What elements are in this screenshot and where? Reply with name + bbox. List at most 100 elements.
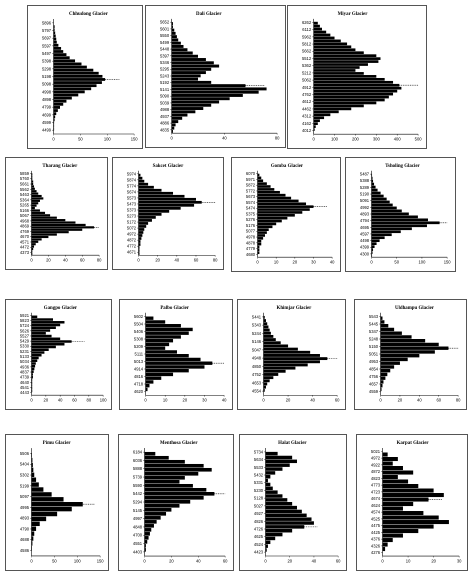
x-tick-label: 40 — [58, 398, 63, 403]
histogram-bar — [265, 459, 297, 464]
y-tick-label: 5397 — [160, 53, 170, 58]
y-tick-label: 4699 — [42, 112, 52, 117]
x-tick-label: 40 — [175, 258, 180, 263]
y-tick-label: 5330 — [20, 344, 30, 349]
histogram-bar — [263, 376, 274, 380]
y-tick-label: 4671 — [127, 250, 137, 255]
y-tick-label: 4723 — [371, 489, 381, 494]
histogram-bar — [371, 221, 440, 225]
histogram-bar — [145, 387, 148, 392]
histogram-bar — [313, 33, 331, 37]
histogram-svg: Khimjar Glacier 5441 5343 5244 5146 5047 4948 4… — [252, 306, 340, 403]
histogram-bar — [313, 89, 398, 93]
y-tick-label: 5697 — [42, 36, 52, 41]
histogram-bar — [382, 529, 419, 534]
histogram-bar — [31, 190, 37, 193]
histogram-bar — [31, 318, 54, 321]
histogram-bar — [31, 315, 38, 319]
y-tick-label: 5276 — [246, 217, 256, 222]
histogram-bar — [380, 384, 383, 388]
histogram-bar — [31, 175, 33, 178]
histogram-bar — [31, 238, 42, 241]
histogram-bar — [382, 475, 398, 480]
y-tick-label: 5051 — [369, 351, 379, 356]
y-tick-label: 5150 — [369, 344, 379, 349]
y-tick-label: 4772 — [127, 244, 137, 249]
y-tick-label: 5512 — [302, 56, 312, 61]
y-tick-label: 5265 — [20, 203, 30, 208]
histogram-bar — [313, 75, 377, 78]
histogram-bar — [380, 320, 385, 324]
histogram-bar — [313, 110, 339, 114]
x-tick-label: 40 — [222, 398, 227, 403]
histogram-bar — [31, 378, 33, 382]
y-tick-label: 4837 — [20, 370, 30, 375]
y-tick-label: 6070 — [246, 171, 256, 176]
histogram-bar — [144, 475, 185, 480]
histogram-bar — [265, 475, 271, 479]
y-tick-label: 4927 — [254, 511, 264, 516]
x-tick-label: 0 — [379, 398, 382, 403]
y-tick-label: 5248 — [369, 336, 379, 341]
histogram-bar — [263, 388, 265, 392]
histogram-bar — [313, 63, 368, 66]
histogram-bar — [263, 357, 328, 361]
histogram-bar — [31, 457, 33, 463]
histogram-bar — [53, 109, 58, 112]
y-tick-label: 5034 — [20, 359, 30, 364]
y-tick-label: 4878 — [246, 240, 256, 245]
panel-uldhampu-glacier: Uldhampu Glacier 5543 5445 5347 5248 5150 5051… — [354, 299, 467, 410]
histogram-bar — [171, 74, 201, 78]
histogram-bar — [265, 505, 297, 510]
histogram-bar — [171, 116, 183, 120]
histogram-bar — [257, 234, 265, 237]
histogram-bar — [31, 199, 40, 202]
histogram-bar — [31, 202, 39, 205]
histogram-bar — [263, 360, 320, 364]
x-tick-label: 100 — [419, 260, 427, 265]
histogram-bar — [31, 178, 33, 181]
histogram-bar — [31, 240, 39, 243]
x-tick-label: 80 — [97, 258, 102, 263]
histogram-bar — [382, 456, 398, 462]
histogram-bar — [53, 99, 67, 103]
y-tick-label: 5772 — [246, 188, 256, 193]
histogram-bar — [382, 461, 393, 466]
histogram-bar — [313, 66, 360, 69]
y-tick-label: 5739 — [133, 475, 143, 480]
y-tick-label: 5661 — [20, 181, 30, 186]
histogram-bar — [171, 25, 173, 29]
histogram-bar — [31, 386, 33, 390]
y-tick-label: 4972 — [371, 456, 381, 461]
y-tick-label: 5097 — [20, 494, 30, 499]
panel-title: Chhudong Glacier — [69, 12, 109, 17]
histogram-bar — [138, 179, 145, 183]
y-tick-label: 4872 — [127, 238, 137, 243]
x-tick-label: 100 — [74, 558, 82, 563]
histogram-bar — [144, 548, 146, 552]
histogram-bar — [31, 323, 61, 327]
histogram-bar — [31, 185, 35, 188]
histogram-bar — [31, 462, 33, 468]
histogram-bar — [171, 41, 181, 45]
y-tick-label: 5634 — [254, 457, 264, 462]
histogram-bar — [31, 211, 46, 214]
y-tick-label: 5072 — [127, 226, 137, 231]
y-tick-label: 4524 — [254, 542, 264, 547]
histogram-bar — [263, 366, 296, 370]
y-tick-label: 5398 — [42, 59, 52, 64]
histogram-bar — [263, 363, 308, 367]
x-tick-label: 100 — [331, 137, 339, 142]
y-tick-label: 4541 — [20, 385, 30, 390]
histogram-bar — [31, 340, 72, 343]
histogram-bar — [138, 194, 185, 198]
panel-title: Khimjar Glacier — [277, 306, 313, 311]
y-tick-label: 5067 — [20, 213, 30, 218]
x-tick-label: 150 — [131, 136, 139, 141]
histogram-bar — [31, 492, 52, 497]
y-tick-label: 5111 — [135, 351, 144, 356]
panel-menthosa-glacier: Menthosa Glacier 6184 6036 5888 5739 5590 5442… — [118, 434, 234, 571]
x-tick-label: 200 — [352, 137, 360, 142]
histogram-bar — [257, 222, 277, 226]
x-tick-label: 100 — [104, 136, 112, 141]
